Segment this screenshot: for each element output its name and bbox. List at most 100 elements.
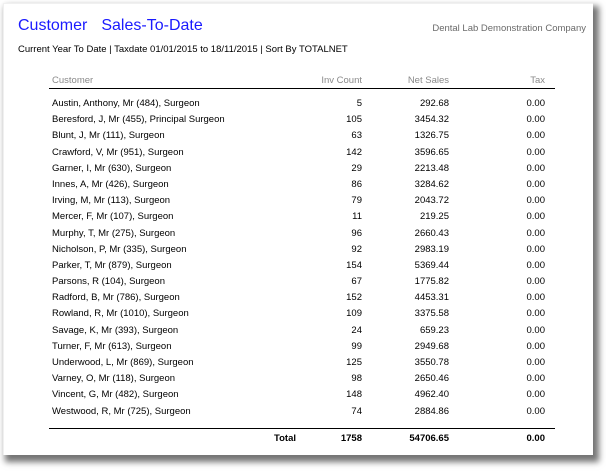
cell-inv-count: 92: [351, 243, 362, 255]
table-row: Parsons, R (104), Surgeon 67 1775.82 0.00: [49, 276, 555, 292]
cell-net-sales: 2983.19: [414, 243, 449, 255]
cell-customer: Rowland, R, Mr (1010), Surgeon: [52, 308, 189, 320]
cell-customer: Irving, M, Mr (113), Surgeon: [52, 195, 171, 207]
table-row: Nicholson, P, Mr (335), Surgeon 92 2983.19…: [49, 244, 555, 260]
table-row: Murphy, T, Mr (275), Surgeon 96 2660.43 0.0…: [49, 228, 555, 244]
cell-customer: Garner, I, Mr (630), Surgeon: [52, 162, 172, 174]
total-label: Total: [274, 432, 296, 444]
cell-net-sales: 5369.44: [414, 259, 449, 271]
report-title: Customer Sales-To-Date: [18, 17, 203, 35]
table-body: Austin, Anthony, Mr (484), Surgeon 5 292.6…: [49, 89, 555, 422]
cell-tax: 0.00: [526, 259, 546, 271]
total-inv-count: 1758: [340, 432, 362, 444]
cell-customer: Innes, A, Mr (426), Surgeon: [52, 178, 169, 190]
cell-inv-count: 74: [351, 405, 362, 417]
cell-tax: 0.00: [526, 308, 546, 320]
table-row: Beresford, J, Mr (455), Principal Surgeo…: [49, 114, 555, 130]
cell-net-sales: 1775.82: [414, 276, 449, 288]
cell-net-sales: 2884.86: [414, 405, 449, 417]
table-row: Austin, Anthony, Mr (484), Surgeon 5 292.6…: [49, 98, 555, 114]
cell-customer: Murphy, T, Mr (275), Surgeon: [52, 227, 176, 239]
cell-net-sales: 2043.72: [414, 195, 449, 207]
cell-tax: 0.00: [526, 162, 546, 174]
cell-inv-count: 99: [351, 340, 362, 352]
cell-inv-count: 142: [346, 146, 362, 158]
report-title-part2: Sales-To-Date: [101, 17, 203, 34]
cell-tax: 0.00: [526, 130, 546, 142]
cell-net-sales: 292.68: [419, 98, 449, 109]
cell-tax: 0.00: [526, 195, 546, 207]
column-header-customer: Customer: [52, 75, 94, 86]
cell-net-sales: 3375.58: [414, 308, 449, 320]
table-row: Parker, T, Mr (879), Surgeon 154 5369.44 0.…: [49, 260, 555, 276]
table-row: Underwood, L, Mr (869), Surgeon 125 3550.7…: [49, 357, 555, 373]
cell-customer: Varney, O, Mr (118), Surgeon: [52, 373, 176, 385]
cell-customer: Westwood, R, Mr (725), Surgeon: [52, 405, 191, 417]
table-row: Westwood, R, Mr (725), Surgeon 74 2884.86 0…: [49, 406, 555, 422]
report-page: Customer Sales-To-Date Dental Lab Demonst…: [3, 3, 593, 455]
cell-tax: 0.00: [526, 227, 546, 239]
cell-net-sales: 3550.78: [414, 357, 449, 368]
cell-customer: Blunt, J, Mr (111), Surgeon: [52, 130, 165, 142]
cell-customer: Turner, F, Mr (613), Surgeon: [52, 340, 172, 352]
cell-tax: 0.00: [526, 146, 546, 158]
cell-tax: 0.00: [526, 276, 546, 288]
cell-net-sales: 2660.43: [414, 227, 449, 239]
cell-customer: Vincent, G, Mr (482), Surgeon: [52, 389, 179, 401]
table-row: Innes, A, Mr (426), Surgeon 86 3284.62 0.00: [49, 179, 555, 195]
cell-net-sales: 1326.75: [414, 130, 449, 142]
cell-tax: 0.00: [526, 340, 546, 352]
cell-inv-count: 96: [351, 227, 362, 239]
cell-customer: Beresford, J, Mr (455), Principal Surgeo…: [52, 114, 225, 126]
cell-customer: Nicholson, P, Mr (335), Surgeon: [52, 243, 187, 255]
cell-tax: 0.00: [526, 178, 546, 190]
cell-inv-count: 148: [346, 389, 362, 401]
cell-inv-count: 67: [351, 276, 362, 288]
total-row: Total 1758 54706.65 0.00: [49, 429, 555, 445]
cell-net-sales: 3284.62: [414, 178, 449, 190]
table-header: Customer Inv Count Net Sales Tax: [49, 72, 555, 89]
cell-inv-count: 63: [351, 130, 362, 142]
table-row: Turner, F, Mr (613), Surgeon 99 2949.68 0.0…: [49, 341, 555, 357]
cell-inv-count: 154: [346, 259, 362, 271]
cell-customer: Mercer, F, Mr (107), Surgeon: [52, 211, 174, 223]
cell-net-sales: 219.25: [419, 211, 449, 223]
company-name: Dental Lab Demonstration Company: [432, 23, 586, 34]
table-row: Irving, M, Mr (113), Surgeon 79 2043.72 0.0…: [49, 195, 555, 211]
cell-inv-count: 86: [351, 178, 362, 190]
table-row: Radford, B, Mr (786), Surgeon 152 4453.31 0…: [49, 292, 555, 308]
cell-inv-count: 109: [346, 308, 362, 320]
table-row: Garner, I, Mr (630), Surgeon 29 2213.48 0.0…: [49, 163, 555, 179]
cell-customer: Crawford, V, Mr (951), Surgeon: [52, 146, 184, 158]
cell-net-sales: 2949.68: [414, 340, 449, 352]
cell-net-sales: 3454.32: [414, 114, 449, 126]
cell-customer: Parker, T, Mr (879), Surgeon: [52, 259, 172, 271]
cell-net-sales: 659.23: [419, 324, 449, 336]
cell-tax: 0.00: [526, 211, 546, 223]
cell-tax: 0.00: [526, 357, 546, 368]
cell-inv-count: 29: [351, 162, 362, 174]
cell-customer: Underwood, L, Mr (869), Surgeon: [52, 357, 194, 368]
cell-net-sales: 4962.40: [414, 389, 449, 401]
total-net-sales: 54706.65: [409, 432, 449, 444]
report-title-part1: Customer: [18, 17, 88, 34]
table-row: Crawford, V, Mr (951), Surgeon 142 3596.65…: [49, 147, 555, 163]
table-row: Mercer, F, Mr (107), Surgeon 11 219.25 0.00: [49, 211, 555, 227]
cell-inv-count: 98: [351, 373, 362, 385]
table-row: Vincent, G, Mr (482), Surgeon 148 4962.40 0…: [49, 389, 555, 405]
cell-net-sales: 3596.65: [414, 146, 449, 158]
cell-tax: 0.00: [526, 98, 546, 109]
cell-inv-count: 79: [351, 195, 362, 207]
column-header-net-sales: Net Sales: [407, 75, 449, 86]
column-header-inv-count: Inv Count: [321, 75, 362, 86]
cell-tax: 0.00: [526, 292, 546, 304]
table-row: Rowland, R, Mr (1010), Surgeon 109 3375.58…: [49, 308, 555, 324]
cell-net-sales: 2650.46: [414, 373, 449, 385]
cell-tax: 0.00: [526, 373, 546, 385]
cell-net-sales: 2213.48: [414, 162, 449, 174]
cell-customer: Radford, B, Mr (786), Surgeon: [52, 292, 180, 304]
cell-inv-count: 152: [346, 292, 362, 304]
cell-tax: 0.00: [526, 114, 546, 126]
cell-inv-count: 105: [346, 114, 362, 126]
